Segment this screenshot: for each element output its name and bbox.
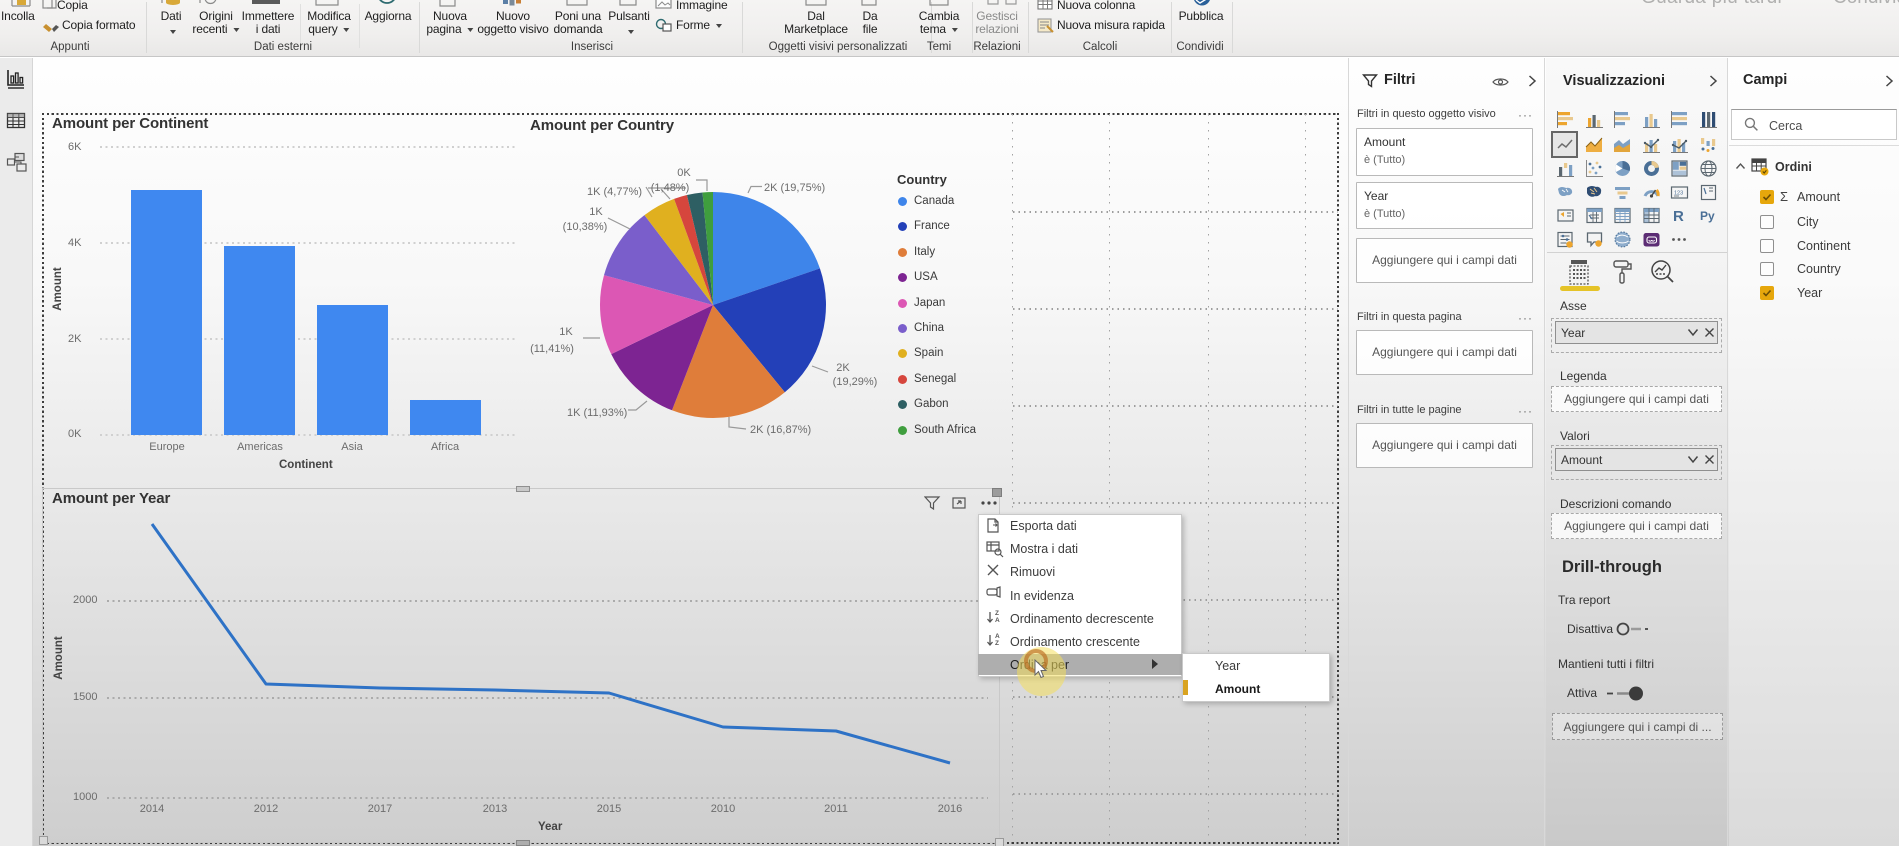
svg-text:A: A xyxy=(995,633,1000,640)
svg-text:R: R xyxy=(1673,208,1684,225)
svg-text:A: A xyxy=(995,617,1000,624)
svg-text:Z: Z xyxy=(995,640,999,647)
svg-text:123: 123 xyxy=(1674,190,1683,196)
svg-text:Py: Py xyxy=(1700,209,1715,223)
svg-text:Z: Z xyxy=(995,610,999,617)
